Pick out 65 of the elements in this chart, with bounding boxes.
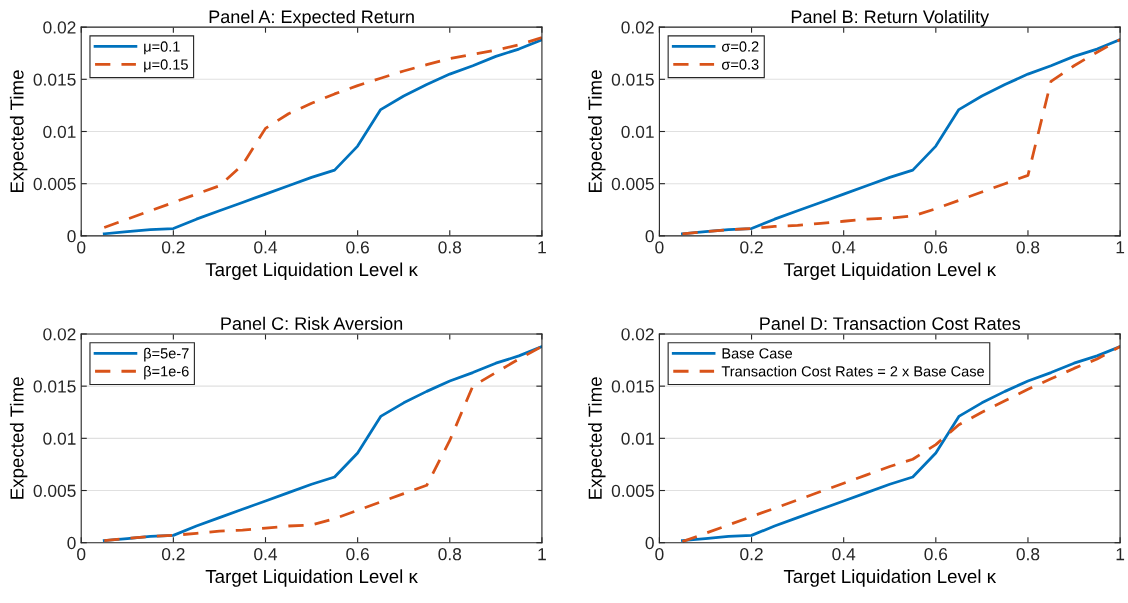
legend-label: σ=0.3: [721, 59, 759, 70]
y-tick-label: 0.005: [33, 484, 76, 497]
y-tick-label: 0.02: [43, 21, 76, 34]
line-series: [681, 38, 1121, 236]
y-tick-label: 0.015: [611, 380, 654, 393]
x-tick-label: 0.8: [1016, 241, 1040, 254]
x-tick-label: 0: [77, 241, 86, 254]
y-tick-label: 0.02: [43, 328, 76, 341]
y-tick-label: 0: [645, 536, 654, 550]
x-tick-label: 0.4: [254, 241, 278, 254]
legend-label: β=1e-6: [144, 365, 189, 380]
x-tick-label: 0.8: [1016, 548, 1040, 561]
x-tick-label: 0: [655, 548, 664, 561]
legend-label: Transaction Cost Rates = 2 x Base Case: [721, 365, 985, 377]
x-tick-label: 0.4: [832, 548, 856, 561]
y-tick-label: 0.01: [43, 125, 76, 138]
chart-title: Panel D: Transaction Cost Rates: [760, 316, 1021, 330]
x-tick-label: 1: [538, 241, 546, 254]
y-tick-label: 0.005: [33, 177, 76, 191]
legend-label: μ=0.15: [144, 59, 188, 73]
y-tick-label: 0.02: [621, 21, 654, 34]
x-tick-label: 1: [1116, 241, 1125, 254]
y-tick-label: 0.015: [33, 380, 76, 393]
x-tick-label: 0.6: [924, 241, 948, 254]
x-tick-label: 0.2: [740, 548, 763, 561]
x-tick-label: 0.6: [346, 241, 369, 254]
x-axis-title: Target Liquidation Level κ: [783, 569, 997, 587]
y-tick-label: 0.02: [621, 328, 654, 341]
chart-title: Panel B: Return Volatility: [791, 9, 990, 27]
x-axis-title: Target Liquidation Level κ: [205, 569, 418, 587]
y-tick-label: 0: [67, 230, 76, 243]
x-tick-label: 0.4: [254, 548, 278, 561]
y-axis-title: Expected Time: [588, 377, 606, 499]
y-tick-label: 0: [645, 230, 654, 243]
legend-label: σ=0.2: [721, 41, 759, 52]
x-tick-label: 1: [1116, 548, 1125, 561]
y-tick-label: 0.015: [611, 73, 654, 86]
x-tick-label: 0.8: [438, 241, 462, 254]
x-tick-label: 0.2: [740, 241, 763, 254]
x-tick-label: 0.6: [924, 548, 948, 561]
chart-title: Panel A: Expected Return: [209, 9, 414, 27]
x-tick-label: 0.4: [832, 241, 856, 254]
y-axis-title: Expected Time: [9, 377, 28, 499]
x-axis-title: Target Liquidation Level κ: [783, 262, 997, 280]
y-axis-title: Expected Time: [9, 70, 28, 192]
y-tick-label: 0.015: [33, 73, 76, 86]
y-tick-label: 0.005: [611, 484, 654, 497]
x-tick-label: 0.6: [346, 548, 369, 561]
y-tick-label: 0.01: [621, 125, 654, 138]
chart-title: Panel C: Risk Aversion: [221, 316, 403, 330]
x-tick-label: 0: [77, 548, 86, 561]
y-tick-label: 0.005: [611, 177, 654, 191]
y-tick-label: 0.01: [43, 432, 76, 445]
x-axis-title: Target Liquidation Level κ: [205, 262, 418, 280]
x-tick-label: 0.8: [438, 548, 462, 561]
y-tick-label: 0: [67, 536, 76, 550]
legend-label: β=5e-7: [144, 347, 189, 362]
y-axis-title: Expected Time: [588, 70, 606, 192]
y-tick-label: 0.01: [621, 432, 654, 445]
legend-label: μ=0.1: [144, 41, 180, 55]
legend-label: Base Case: [722, 348, 793, 359]
x-tick-label: 0.2: [161, 241, 185, 254]
x-tick-label: 1: [538, 548, 546, 561]
x-tick-label: 0.2: [161, 548, 185, 561]
x-tick-label: 0: [655, 241, 664, 254]
